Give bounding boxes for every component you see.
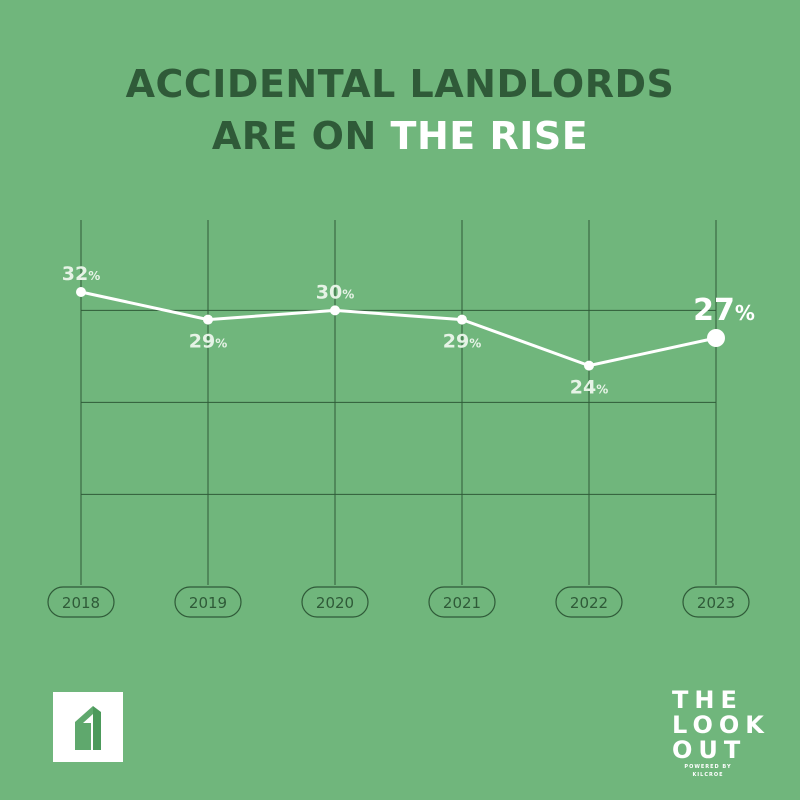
data-label-value: 32: [62, 263, 88, 285]
x-tick-label-2020: 2020: [316, 594, 354, 612]
data-label-unit: %: [469, 337, 481, 351]
data-point-2023: [707, 329, 725, 347]
brand-tagline: POWERED BY KILCROE: [684, 764, 732, 778]
data-label-value: 29: [189, 331, 215, 353]
data-label-value: 30: [316, 281, 342, 303]
data-label-unit: %: [342, 287, 354, 301]
data-label-2020: 30%: [316, 281, 354, 303]
brand-line-2: LOOK: [672, 711, 770, 739]
data-label-unit: %: [735, 301, 755, 325]
data-label-2019: 29%: [189, 331, 227, 353]
title-line-2-highlight: THE RISE: [390, 114, 589, 158]
data-point-2018: [76, 287, 86, 297]
year-pill-2023: [682, 586, 750, 618]
data-point-2019: [203, 314, 213, 325]
year-pill-2019: [174, 586, 242, 618]
data-point-2022: [584, 360, 594, 371]
data-label-2018: 32%: [62, 263, 100, 285]
x-tick-label-2021: 2021: [443, 594, 481, 612]
year-pill-2020: [301, 586, 369, 618]
data-label-2023: 27%: [693, 293, 755, 328]
the-lookout-logo: THE LOOK OUT POWERED BY KILCROE: [672, 686, 770, 779]
data-label-2021: 29%: [443, 331, 481, 353]
year-pill-2018: [47, 586, 115, 618]
data-label-unit: %: [596, 383, 608, 397]
title-line-2: ARE ON THE RISE: [0, 110, 800, 162]
x-tick-label-2022: 2022: [570, 594, 608, 612]
data-label-unit: %: [88, 269, 100, 283]
data-label-value: 24: [570, 377, 596, 399]
data-point-2020: [330, 305, 340, 316]
year-pill-2022: [555, 586, 623, 618]
data-label-unit: %: [215, 337, 227, 351]
x-tick-label-2019: 2019: [189, 594, 227, 612]
data-label-value: 29: [443, 331, 469, 353]
year-pill-2021: [428, 586, 496, 618]
brand-line-1: THE: [672, 686, 743, 714]
data-point-2021: [457, 314, 467, 325]
x-tick-label-2023: 2023: [697, 594, 735, 612]
house-arrow-logo-icon: [53, 692, 123, 762]
data-label-value: 27: [693, 293, 735, 328]
title-line-2-prefix: ARE ON: [211, 114, 377, 158]
brand-line-3: OUT: [672, 736, 747, 764]
chart-title: ACCIDENTAL LANDLORDS ARE ON THE RISE: [0, 58, 800, 162]
title-line-1: ACCIDENTAL LANDLORDS: [125, 62, 675, 106]
series-line: [80, 290, 717, 368]
data-label-2022: 24%: [570, 377, 608, 399]
x-tick-label-2018: 2018: [62, 594, 100, 612]
